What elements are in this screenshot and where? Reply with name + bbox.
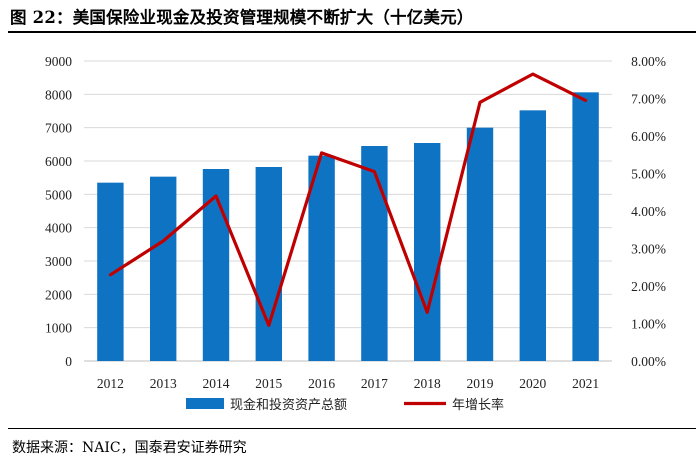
chart: 0 1000 2000 3000 4000 5000 6000 7000 8000 9000 0.… xyxy=(45,54,666,413)
x-tick-label: 2016 xyxy=(308,376,335,391)
left-tick-label: 2000 xyxy=(45,287,72,302)
left-tick-label: 7000 xyxy=(45,121,72,136)
bar-2018 xyxy=(414,143,441,361)
legend: 现金和投资资产总额 年增长率 xyxy=(186,397,504,413)
x-tick-label: 2012 xyxy=(97,376,124,391)
left-tick-label: 5000 xyxy=(45,187,72,202)
right-tick-label: 0.00% xyxy=(631,354,666,369)
x-tick-label: 2015 xyxy=(255,376,282,391)
right-tick-label: 6.00% xyxy=(631,129,666,144)
bar-2019 xyxy=(466,127,494,362)
left-tick-label: 1000 xyxy=(45,321,72,336)
bar-2020 xyxy=(519,110,546,361)
x-tick-label: 2014 xyxy=(203,376,230,391)
bar-2012 xyxy=(97,182,124,361)
bar-series xyxy=(97,92,599,362)
x-tick-label: 2021 xyxy=(572,376,599,391)
right-tick-label: 2.00% xyxy=(631,279,666,294)
x-axis-ticks: 2012 2013 2014 2015 2016 2017 2018 2019 2020 2021 xyxy=(97,376,599,391)
left-tick-label: 8000 xyxy=(45,87,72,102)
right-tick-label: 5.00% xyxy=(631,167,666,182)
top-rule xyxy=(8,31,696,33)
line-series xyxy=(108,72,588,327)
bar-2021 xyxy=(572,92,599,361)
legend-bar-label: 现金和投资资产总额 xyxy=(230,397,347,413)
growth-rate-line xyxy=(108,72,588,327)
right-tick-label: 8.00% xyxy=(631,54,666,69)
right-tick-label: 1.00% xyxy=(631,317,666,332)
bar-2013 xyxy=(150,176,177,361)
bar-2015 xyxy=(255,167,282,361)
bar-2016 xyxy=(308,155,335,361)
x-tick-label: 2020 xyxy=(519,376,546,391)
figure-title: 图 22：美国保险业现金及投资管理规模不断扩大（十亿美元） xyxy=(10,8,474,27)
x-tick-label: 2017 xyxy=(361,376,388,391)
left-tick-label: 6000 xyxy=(45,154,72,169)
bar-2017 xyxy=(361,146,388,361)
right-tick-label: 4.00% xyxy=(631,204,666,219)
legend-bar-swatch xyxy=(186,398,224,409)
bar-2014 xyxy=(202,169,230,361)
left-tick-label: 3000 xyxy=(45,254,72,269)
bottom-rule xyxy=(8,428,696,429)
x-tick-label: 2019 xyxy=(467,376,494,391)
right-axis-ticks: 0.00% 1.00% 2.00% 3.00% 4.00% 5.00% 6.00% 7.00%… xyxy=(631,54,666,369)
left-axis-ticks: 0 1000 2000 3000 4000 5000 6000 7000 8000 9000 xyxy=(45,54,72,369)
source-note: 数据来源：NAIC，国泰君安证券研究 xyxy=(12,440,247,456)
x-tick-label: 2013 xyxy=(150,376,177,391)
left-tick-label: 4000 xyxy=(45,221,72,236)
left-tick-label: 9000 xyxy=(45,54,72,69)
right-tick-label: 3.00% xyxy=(631,242,666,257)
x-tick-label: 2018 xyxy=(414,376,441,391)
legend-line-label: 年增长率 xyxy=(452,397,504,413)
right-tick-label: 7.00% xyxy=(631,92,666,107)
left-tick-label: 0 xyxy=(65,354,72,369)
